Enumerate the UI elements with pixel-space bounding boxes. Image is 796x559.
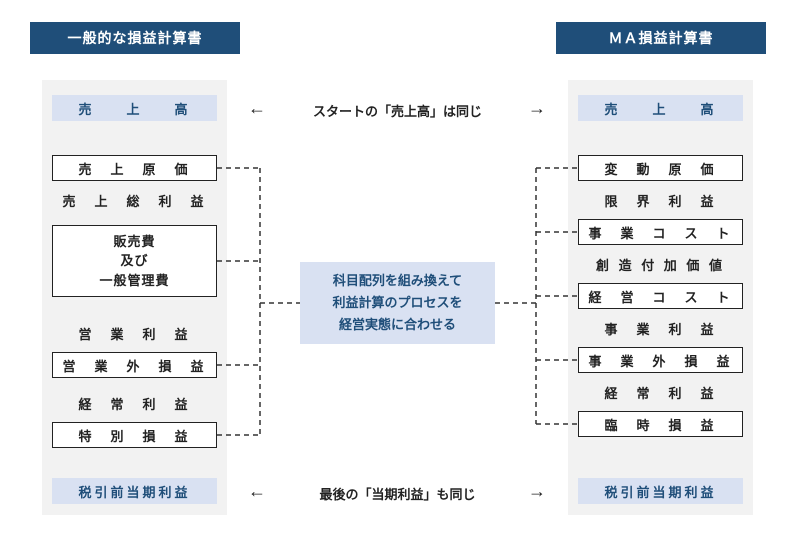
center-box-line-0: 科目配列を組み換えて <box>333 270 462 292</box>
arrow-bot-left: ← <box>248 481 266 502</box>
right-items-row-10: 税引前当期利益 <box>578 478 743 504</box>
left-items-row-4: 営 業 利 益 <box>52 320 217 346</box>
right-items-row-0: 売 上 高 <box>578 95 743 121</box>
left-items-row-0: 売 上 高 <box>52 95 217 121</box>
center-box: 科目配列を組み換えて 利益計算のプロセスを 経営実態に合わせる <box>300 262 495 344</box>
right-items-row-2: 限 界 利 益 <box>578 187 743 213</box>
center-top-label: スタートの「売上高」は同じ <box>290 101 505 120</box>
left-items-row-5: 営 業 外 損 益 <box>52 352 217 378</box>
right-items-row-9: 臨 時 損 益 <box>578 411 743 437</box>
right-items-row-3: 事 業 コ ス ト <box>578 219 743 245</box>
right-items-row-7: 事 業 外 損 益 <box>578 347 743 373</box>
center-box-line-2: 経営実態に合わせる <box>339 314 456 336</box>
left-items-row-2: 売 上 総 利 益 <box>52 187 217 213</box>
right-items-row-6: 事 業 利 益 <box>578 315 743 341</box>
left-items-row-8: 税引前当期利益 <box>52 478 217 504</box>
arrow-bot-right: → <box>528 481 546 502</box>
left-items-row-7: 特 別 損 益 <box>52 422 217 448</box>
left-items-row-3: 販売費及び一般管理費 <box>52 225 217 297</box>
arrow-top-right: → <box>528 98 546 119</box>
arrow-top-left: ← <box>248 98 266 119</box>
right-header: ＭＡ損益計算書 <box>556 22 766 54</box>
left-column-bg <box>42 80 227 515</box>
left-items-row-1: 売 上 原 価 <box>52 155 217 181</box>
center-box-line-1: 利益計算のプロセスを <box>332 292 462 314</box>
right-items-row-8: 経 常 利 益 <box>578 379 743 405</box>
center-bottom-label: 最後の「当期利益」も同じ <box>290 484 505 503</box>
left-header: 一般的な損益計算書 <box>30 22 240 54</box>
right-items-row-1: 変 動 原 価 <box>578 155 743 181</box>
right-items-row-5: 経 営 コ ス ト <box>578 283 743 309</box>
left-items-row-6: 経 常 利 益 <box>52 390 217 416</box>
right-items-row-4: 創 造 付 加 価 値 <box>578 251 743 277</box>
